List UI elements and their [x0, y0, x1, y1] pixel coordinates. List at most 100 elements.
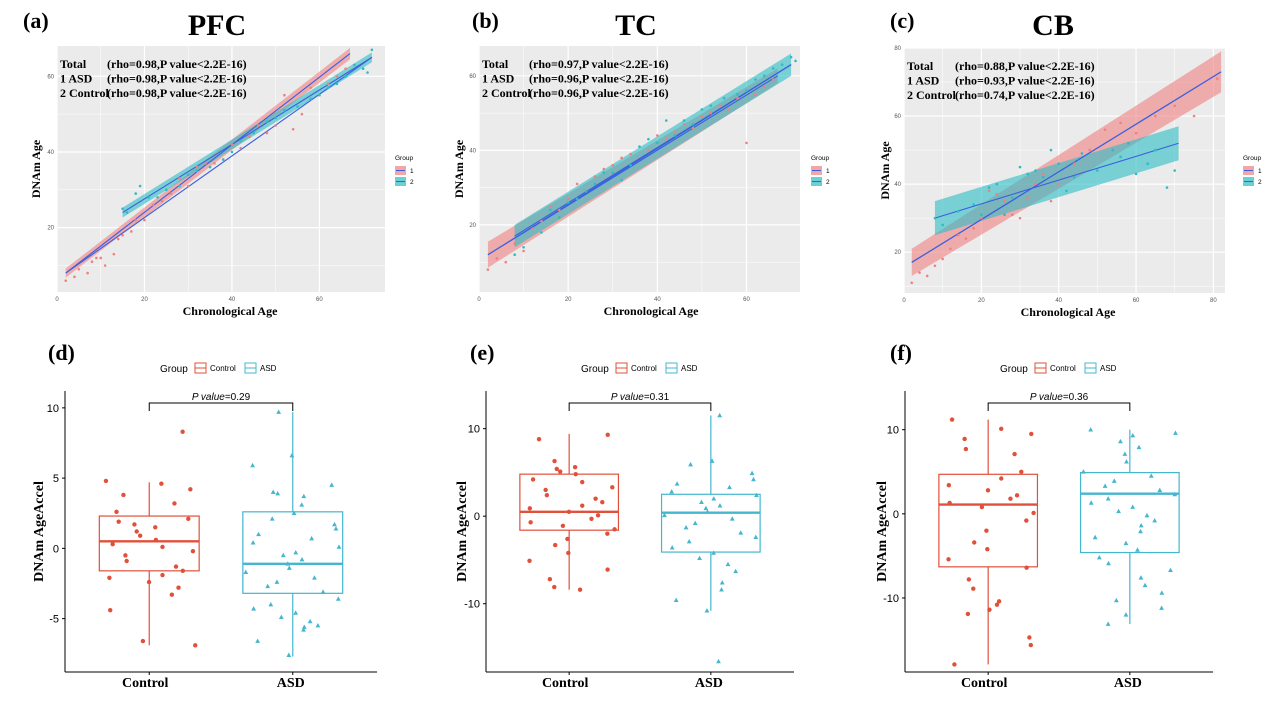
data-point-control	[994, 602, 1000, 607]
data-point-group-1	[754, 93, 757, 96]
data-point-group-1	[95, 256, 98, 260]
data-point-asd	[1135, 547, 1140, 552]
data-point-asd	[299, 502, 305, 507]
stat-label: Total	[60, 57, 87, 71]
data-point-group-1	[1003, 199, 1006, 203]
data-point-control	[589, 516, 594, 522]
data-point-control	[190, 548, 196, 554]
stat-label: Total	[907, 59, 934, 73]
significance-bracket	[568, 402, 712, 411]
y-axis-label: DNAm Age	[878, 141, 892, 200]
data-point-asd	[270, 489, 276, 494]
data-point-control	[565, 536, 570, 542]
data-point-group-2	[736, 93, 739, 96]
data-point-group-1	[980, 216, 983, 220]
data-point-control	[952, 662, 957, 667]
data-point-group-1	[495, 257, 499, 260]
data-point-group-2	[1134, 172, 1138, 176]
legend-label-2: 2	[1258, 179, 1262, 186]
stat-value: (rho=0.93,P value<2.2E-16)	[955, 74, 1095, 88]
data-point-control	[553, 542, 558, 548]
data-point-group-1	[274, 124, 277, 127]
data-point-control	[1029, 431, 1034, 437]
data-point-group-1	[647, 149, 650, 152]
data-point-group-1	[611, 163, 615, 167]
data-point-control	[552, 458, 557, 464]
data-point-group-1	[160, 199, 164, 203]
data-point-group-2	[673, 134, 677, 137]
data-point-control	[1012, 451, 1017, 457]
data-point-control	[963, 446, 969, 452]
y-tick-label: 20	[894, 250, 901, 256]
data-point-asd	[1142, 582, 1148, 588]
p-value-label: P value=0.31	[611, 392, 670, 403]
data-point-asd	[1144, 512, 1150, 518]
data-point-group-2	[656, 141, 659, 145]
data-point-control	[172, 501, 177, 506]
p-value-prefix: P value	[192, 392, 225, 403]
data-point-group-2	[709, 104, 713, 107]
data-point-group-1	[1018, 216, 1022, 220]
data-point-group-1	[77, 267, 81, 271]
legend-title: Group	[160, 364, 188, 375]
y-tick-label: 5	[53, 473, 59, 485]
data-point-control	[1024, 518, 1029, 523]
data-point-group-2	[134, 192, 138, 195]
data-point-group-2	[647, 137, 650, 141]
x-tick-label: 40	[229, 297, 236, 303]
data-point-control	[595, 513, 601, 518]
x-tick-label-control: Control	[961, 676, 1008, 691]
data-point-group-2	[186, 173, 190, 176]
fit-line-2	[122, 56, 373, 213]
data-point-group-1	[1010, 213, 1014, 217]
data-point-control	[612, 527, 617, 532]
data-point-group-1	[602, 167, 606, 171]
data-point-control	[985, 546, 990, 552]
data-point-asd	[275, 490, 281, 496]
data-point-asd	[1123, 612, 1129, 617]
data-point-group-1	[103, 264, 107, 267]
data-point-group-1	[629, 152, 632, 156]
data-point-group-2	[1146, 162, 1149, 165]
data-point-group-2	[1127, 141, 1130, 145]
box-asd	[1079, 472, 1180, 554]
data-point-group-1	[620, 156, 623, 160]
data-point-asd	[1124, 459, 1129, 464]
data-point-asd	[335, 596, 341, 601]
data-point-asd	[662, 512, 667, 518]
data-point-control	[971, 586, 976, 591]
data-point-group-1	[700, 115, 704, 119]
data-point-group-2	[575, 197, 579, 201]
data-point-group-1	[925, 274, 929, 278]
data-point-group-2	[691, 122, 695, 126]
x-tick-label: 20	[565, 297, 572, 303]
data-point-group-2	[557, 216, 561, 219]
y-tick-label: 60	[469, 74, 476, 80]
y-tick-label: 40	[894, 182, 901, 188]
data-point-group-1	[1103, 128, 1107, 131]
data-point-asd	[332, 521, 337, 527]
fit-line-total	[65, 56, 373, 274]
data-point-group-2	[1010, 196, 1014, 200]
data-point-group-1	[186, 184, 190, 188]
data-point-group-2	[941, 223, 944, 227]
data-point-asd	[1138, 575, 1144, 580]
data-point-asd	[307, 618, 313, 624]
data-point-group-1	[1134, 131, 1138, 135]
data-point-control	[159, 481, 164, 486]
data-point-group-2	[309, 97, 312, 101]
data-point-group-2	[1026, 172, 1030, 176]
data-point-group-1	[736, 96, 739, 100]
data-point-control	[972, 540, 977, 545]
stat-value: (rho=0.96,P value<2.2E-16)	[529, 72, 669, 86]
data-point-asd	[274, 579, 280, 584]
data-point-group-2	[1041, 176, 1045, 179]
data-point-group-2	[239, 139, 242, 142]
data-point-asd	[278, 614, 284, 620]
p-value-prefix: P value	[611, 392, 644, 403]
data-point-asd	[1172, 491, 1178, 497]
x-tick-label: 40	[654, 297, 661, 303]
panel-label: (c)	[890, 8, 914, 33]
data-point-group-1	[513, 242, 516, 245]
data-point-control	[580, 479, 585, 485]
